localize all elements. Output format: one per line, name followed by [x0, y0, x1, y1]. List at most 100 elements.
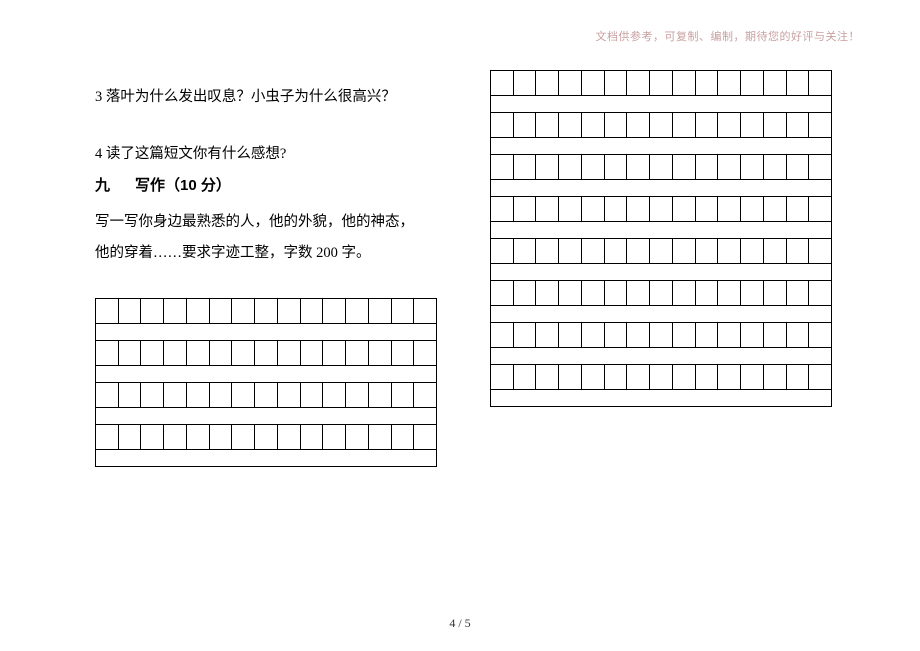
grid-cell	[119, 299, 142, 323]
grid-cell	[232, 383, 255, 407]
grid-cell	[582, 197, 605, 221]
grid-cell	[346, 383, 369, 407]
grid-cell	[491, 155, 514, 179]
grid-spacer	[491, 96, 831, 113]
grid-spacer	[491, 180, 831, 197]
grid-cell	[582, 281, 605, 305]
grid-cell	[536, 71, 559, 95]
grid-row	[491, 197, 831, 222]
grid-cell	[323, 299, 346, 323]
grid-cell	[536, 113, 559, 137]
grid-cell	[650, 365, 673, 389]
grid-cell	[301, 425, 324, 449]
grid-cell	[491, 323, 514, 347]
writing-prompt-line2: 他的穿着……要求字迹工整，字数 200 字。	[95, 238, 440, 268]
grid-cell	[787, 113, 810, 137]
grid-cell	[278, 299, 301, 323]
grid-cell	[627, 197, 650, 221]
grid-cell	[809, 281, 831, 305]
grid-cell	[369, 425, 392, 449]
grid-cell	[346, 299, 369, 323]
grid-cell	[741, 113, 764, 137]
grid-cell	[650, 239, 673, 263]
grid-cell	[582, 155, 605, 179]
grid-cell	[278, 383, 301, 407]
header-note: 文档供参考，可复制、编制，期待您的好评与关注！	[596, 28, 861, 44]
grid-cell	[491, 197, 514, 221]
grid-cell	[696, 323, 719, 347]
grid-spacer	[491, 348, 831, 365]
writing-grid-left	[95, 298, 437, 467]
grid-cell	[696, 71, 719, 95]
grid-cell	[696, 365, 719, 389]
grid-cell	[141, 383, 164, 407]
grid-cell	[627, 71, 650, 95]
grid-spacer	[96, 324, 436, 341]
grid-cell	[536, 197, 559, 221]
grid-cell	[514, 281, 537, 305]
grid-cell	[696, 239, 719, 263]
grid-cell	[650, 155, 673, 179]
grid-cell	[164, 383, 187, 407]
grid-cell	[673, 155, 696, 179]
grid-cell	[514, 155, 537, 179]
grid-row	[491, 155, 831, 180]
grid-cell	[650, 71, 673, 95]
grid-cell	[787, 365, 810, 389]
grid-cell	[414, 383, 436, 407]
grid-cell	[119, 425, 142, 449]
grid-cell	[141, 425, 164, 449]
grid-cell	[718, 197, 741, 221]
grid-cell	[323, 383, 346, 407]
grid-cell	[673, 197, 696, 221]
grid-spacer	[96, 450, 436, 466]
grid-cell	[741, 155, 764, 179]
grid-cell	[414, 425, 436, 449]
grid-cell	[650, 197, 673, 221]
grid-cell	[696, 113, 719, 137]
grid-cell	[696, 281, 719, 305]
grid-cell	[787, 71, 810, 95]
grid-spacer	[96, 366, 436, 383]
grid-spacer	[491, 306, 831, 323]
grid-spacer	[96, 408, 436, 425]
section-number: 九	[95, 170, 135, 202]
grid-cell	[491, 281, 514, 305]
grid-cell	[301, 383, 324, 407]
grid-cell	[164, 425, 187, 449]
grid-cell	[741, 197, 764, 221]
grid-cell	[491, 71, 514, 95]
grid-row	[491, 323, 831, 348]
grid-cell	[605, 155, 628, 179]
grid-cell	[232, 425, 255, 449]
grid-cell	[809, 365, 831, 389]
grid-cell	[164, 341, 187, 365]
grid-cell	[809, 323, 831, 347]
grid-cell	[536, 155, 559, 179]
grid-cell	[627, 365, 650, 389]
grid-cell	[673, 365, 696, 389]
grid-cell	[514, 197, 537, 221]
grid-cell	[323, 341, 346, 365]
grid-cell	[369, 299, 392, 323]
grid-cell	[673, 113, 696, 137]
grid-cell	[764, 197, 787, 221]
grid-cell	[119, 383, 142, 407]
grid-row	[96, 425, 436, 450]
grid-cell	[582, 113, 605, 137]
grid-row	[491, 113, 831, 138]
grid-cell	[346, 341, 369, 365]
grid-cell	[605, 365, 628, 389]
grid-cell	[369, 383, 392, 407]
grid-row	[491, 365, 831, 390]
grid-cell	[741, 323, 764, 347]
grid-cell	[536, 365, 559, 389]
grid-cell	[369, 341, 392, 365]
grid-cell	[232, 341, 255, 365]
grid-cell	[787, 239, 810, 263]
grid-cell	[278, 425, 301, 449]
grid-cell	[414, 341, 436, 365]
grid-cell	[582, 365, 605, 389]
grid-cell	[210, 425, 233, 449]
grid-cell	[187, 383, 210, 407]
